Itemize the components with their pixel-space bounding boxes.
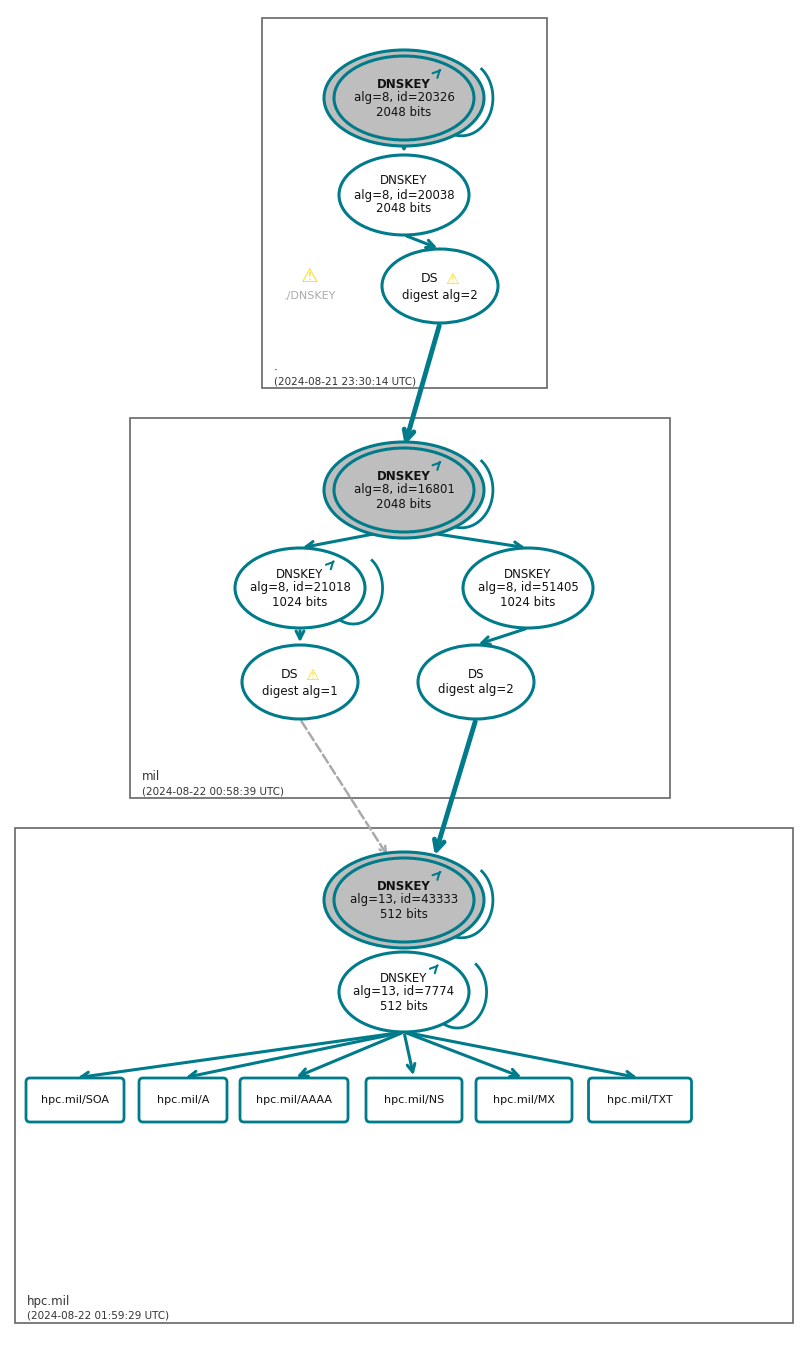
Ellipse shape <box>242 645 358 719</box>
Text: 2048 bits: 2048 bits <box>376 203 432 215</box>
Text: DNSKEY: DNSKEY <box>276 567 324 581</box>
FancyBboxPatch shape <box>262 18 547 389</box>
Text: DS: DS <box>281 669 299 681</box>
Text: alg=8, id=51405: alg=8, id=51405 <box>478 581 579 594</box>
Text: alg=8, id=20326: alg=8, id=20326 <box>353 92 454 104</box>
Text: alg=8, id=16801: alg=8, id=16801 <box>353 483 454 497</box>
Text: hpc.mil/MX: hpc.mil/MX <box>493 1095 555 1105</box>
FancyBboxPatch shape <box>240 1078 348 1122</box>
Text: (2024-08-22 00:58:39 UTC): (2024-08-22 00:58:39 UTC) <box>142 787 284 796</box>
Text: mil: mil <box>142 770 161 783</box>
Text: hpc.mil/A: hpc.mil/A <box>157 1095 209 1105</box>
Text: .: . <box>274 360 278 372</box>
Text: hpc.mil/TXT: hpc.mil/TXT <box>607 1095 673 1105</box>
Text: alg=13, id=43333: alg=13, id=43333 <box>350 894 458 906</box>
Text: (2024-08-22 01:59:29 UTC): (2024-08-22 01:59:29 UTC) <box>27 1311 169 1322</box>
FancyBboxPatch shape <box>588 1078 692 1122</box>
Text: 1024 bits: 1024 bits <box>272 596 328 608</box>
Text: hpc.mil/SOA: hpc.mil/SOA <box>41 1095 109 1105</box>
Text: ./DNSKEY: ./DNSKEY <box>284 291 337 301</box>
Ellipse shape <box>334 448 474 532</box>
Ellipse shape <box>324 441 484 538</box>
Text: alg=8, id=21018: alg=8, id=21018 <box>249 581 350 594</box>
Text: ⚠: ⚠ <box>301 267 319 286</box>
Ellipse shape <box>324 852 484 948</box>
Text: DS: DS <box>468 669 484 681</box>
Text: DNSKEY: DNSKEY <box>377 880 431 892</box>
Text: hpc.mil/NS: hpc.mil/NS <box>384 1095 444 1105</box>
Text: ⚠: ⚠ <box>445 272 459 287</box>
Text: 1024 bits: 1024 bits <box>500 596 556 608</box>
Text: DNSKEY: DNSKEY <box>377 77 431 91</box>
Ellipse shape <box>334 858 474 942</box>
Text: alg=13, id=7774: alg=13, id=7774 <box>353 986 454 998</box>
Text: digest alg=1: digest alg=1 <box>262 685 338 697</box>
FancyBboxPatch shape <box>476 1078 572 1122</box>
Text: DNSKEY: DNSKEY <box>377 470 431 482</box>
Text: alg=8, id=20038: alg=8, id=20038 <box>353 188 454 202</box>
Text: 2048 bits: 2048 bits <box>376 497 432 510</box>
Text: 2048 bits: 2048 bits <box>376 106 432 119</box>
Text: DNSKEY: DNSKEY <box>380 972 428 984</box>
Text: digest alg=2: digest alg=2 <box>402 288 478 302</box>
Ellipse shape <box>382 249 498 324</box>
Ellipse shape <box>324 50 484 146</box>
Ellipse shape <box>334 56 474 139</box>
Text: DS: DS <box>421 272 439 286</box>
FancyBboxPatch shape <box>366 1078 462 1122</box>
Text: 512 bits: 512 bits <box>380 999 428 1013</box>
FancyBboxPatch shape <box>139 1078 227 1122</box>
Text: hpc.mil/AAAA: hpc.mil/AAAA <box>256 1095 332 1105</box>
Ellipse shape <box>418 645 534 719</box>
Text: hpc.mil: hpc.mil <box>27 1294 70 1308</box>
Text: DNSKEY: DNSKEY <box>380 175 428 187</box>
Text: digest alg=2: digest alg=2 <box>438 682 514 696</box>
Ellipse shape <box>339 154 469 236</box>
Ellipse shape <box>463 548 593 628</box>
FancyBboxPatch shape <box>130 418 670 798</box>
FancyBboxPatch shape <box>26 1078 124 1122</box>
Ellipse shape <box>339 952 469 1032</box>
Text: (2024-08-21 23:30:14 UTC): (2024-08-21 23:30:14 UTC) <box>274 376 416 386</box>
Text: DNSKEY: DNSKEY <box>504 567 552 581</box>
Text: 512 bits: 512 bits <box>380 907 428 921</box>
Text: ⚠: ⚠ <box>305 668 319 682</box>
FancyBboxPatch shape <box>15 829 793 1323</box>
Ellipse shape <box>235 548 365 628</box>
